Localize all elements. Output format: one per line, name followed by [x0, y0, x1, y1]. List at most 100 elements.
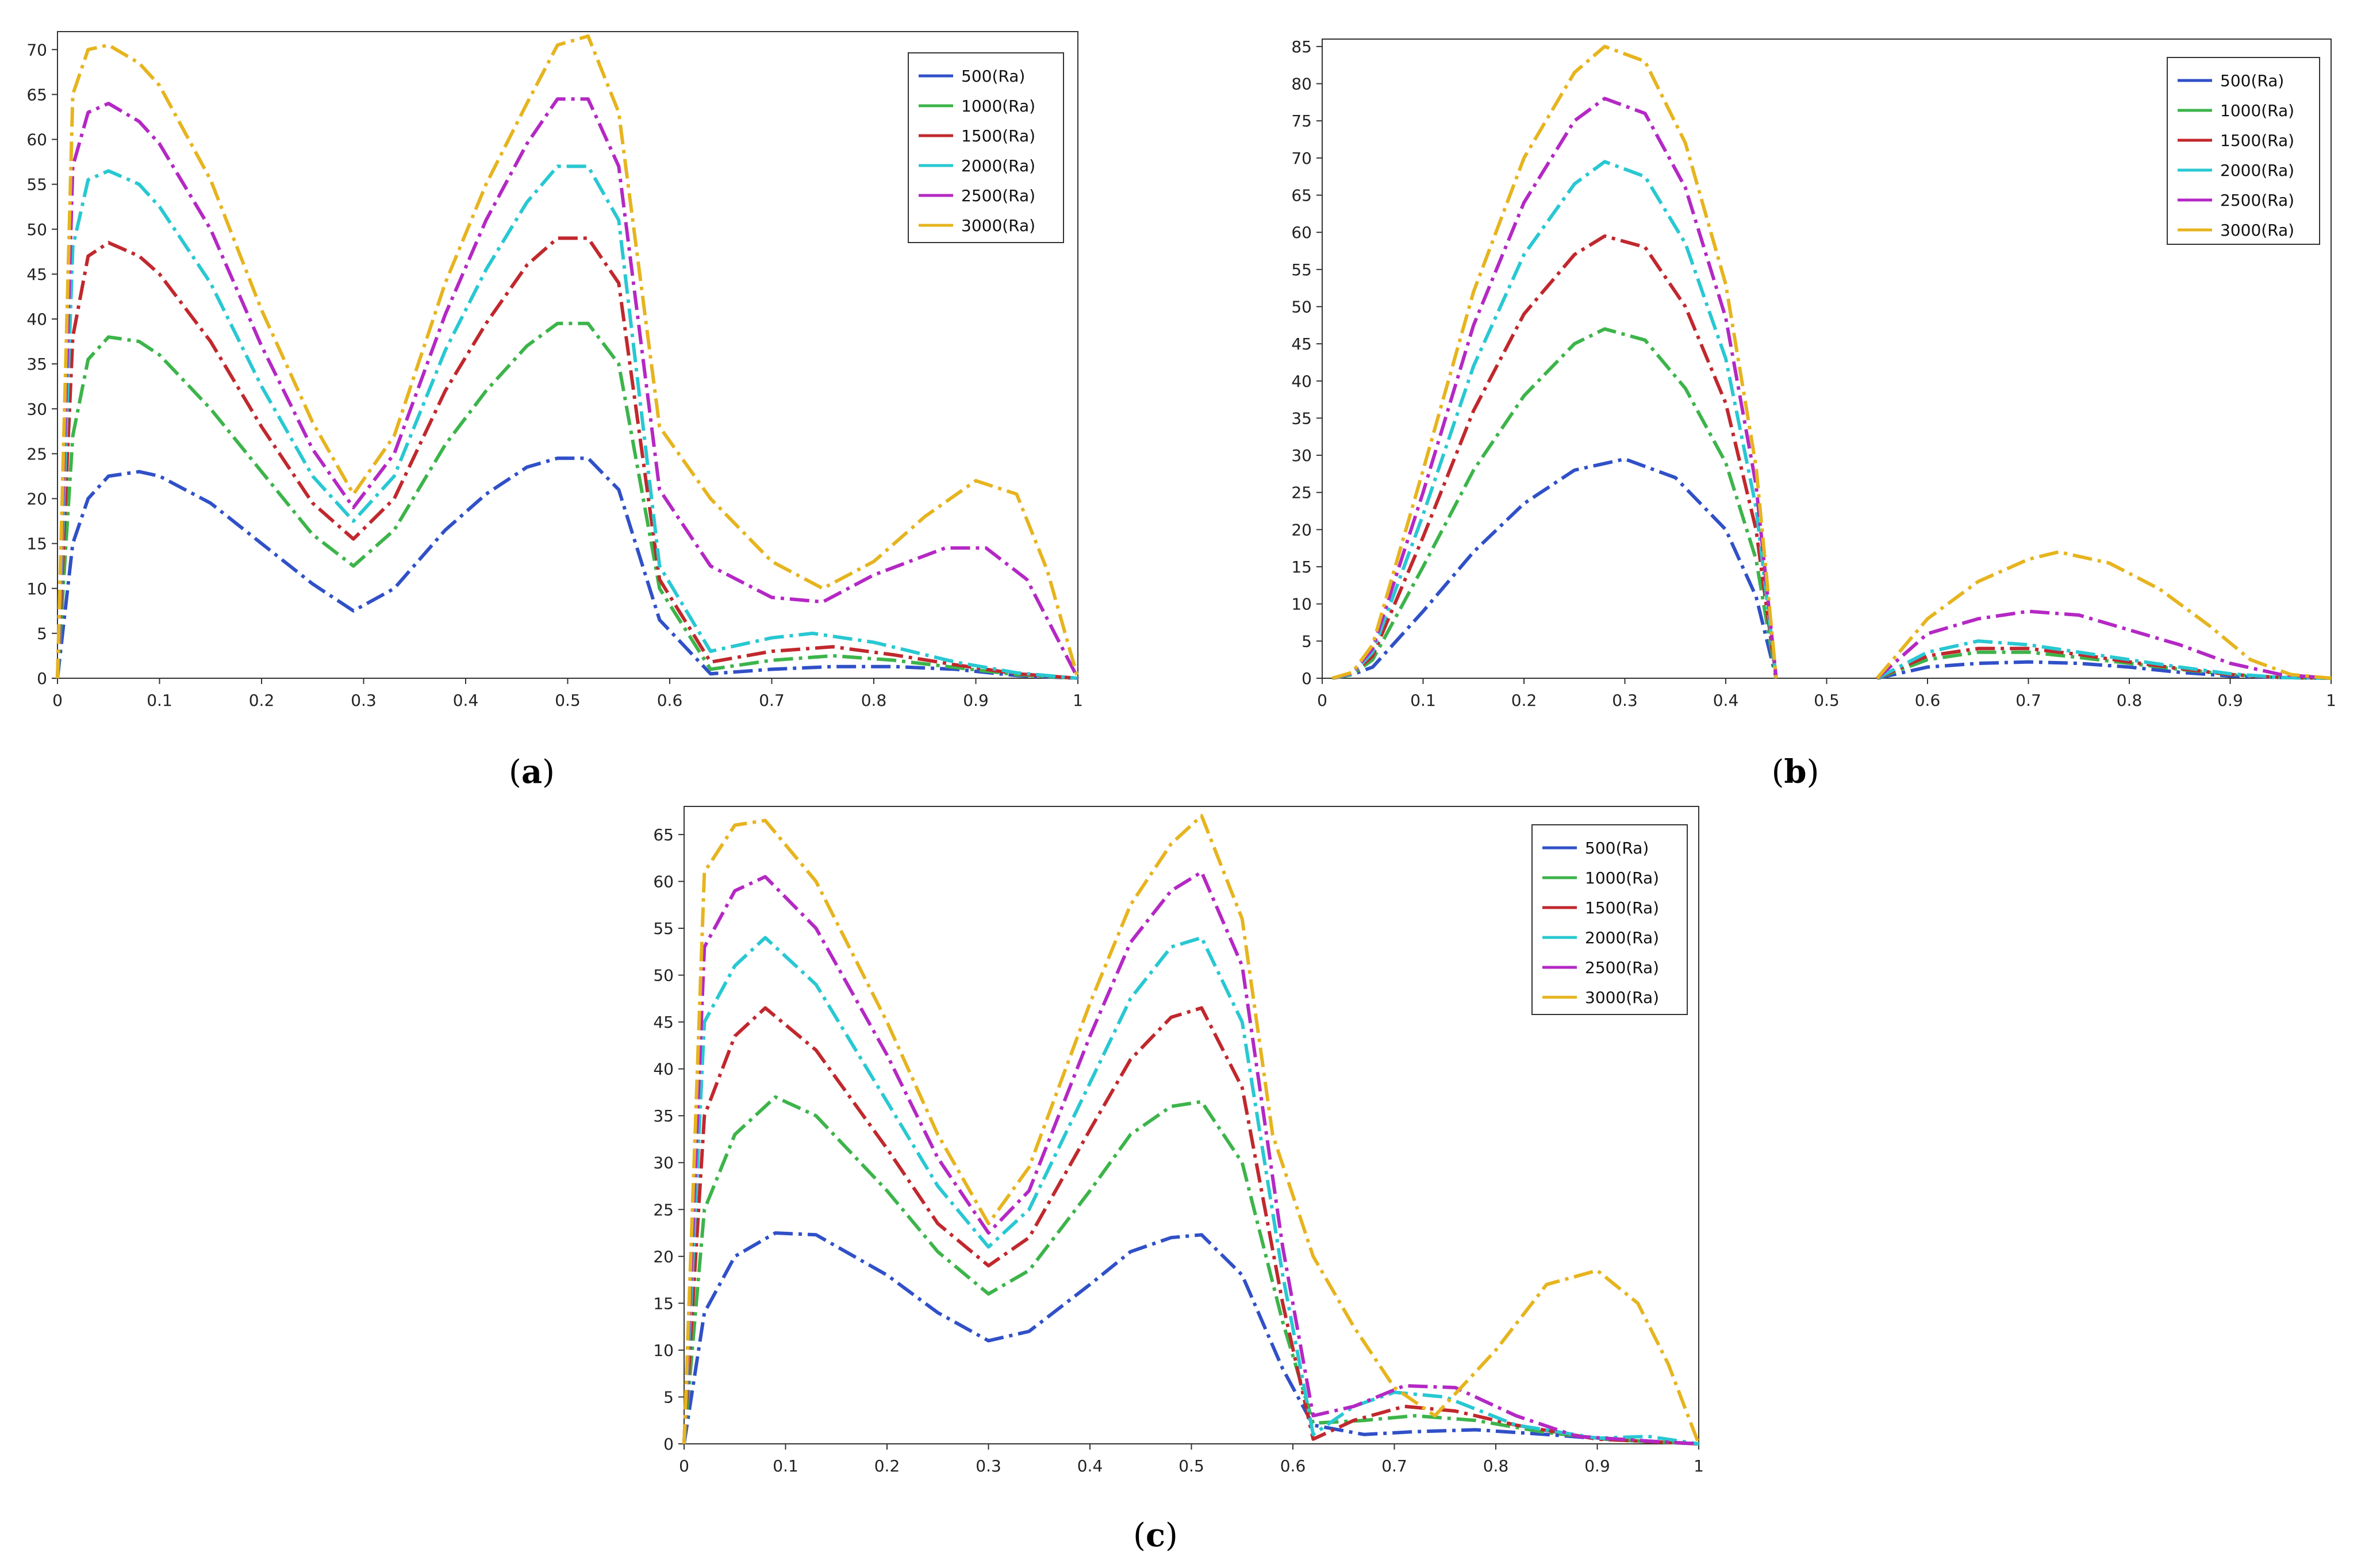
series-line-2000(Ra): [682, 936, 1699, 1446]
chart-panel-c: 0 0.1 0.2 0.3 0.4 0.5 0.6 0.7 0.8 0.9 105101520253…: [653, 806, 1704, 1475]
x-tick-label: 0: [1317, 691, 1327, 710]
series-line-1000(Ra): [682, 1095, 1699, 1446]
caption-a-letter: a: [521, 753, 542, 791]
y-tick-label: 75: [1291, 112, 1312, 130]
y-tick-label: 35: [1291, 409, 1312, 428]
y-tick-label: 45: [1291, 335, 1312, 353]
y-tick-label: 5: [37, 624, 47, 643]
y-tick-label: 25: [1291, 483, 1312, 502]
plot-area-c: [684, 806, 1699, 1444]
x-tick-label: 0.4: [1077, 1456, 1103, 1475]
y-tick-label: 15: [1291, 558, 1312, 577]
y-tick-label: 15: [653, 1294, 674, 1313]
x-tick-label: 0.1: [147, 691, 172, 710]
y-tick-label: 55: [1291, 260, 1312, 279]
y-tick-label: 10: [26, 579, 47, 598]
legend-box: [2167, 57, 2320, 245]
legend-label: 2000(Ra): [1585, 928, 1659, 947]
caption-a: (a): [509, 753, 555, 791]
y-tick-label: 55: [653, 919, 674, 938]
legend-label: 2500(Ra): [961, 186, 1035, 205]
legend-c: 500(Ra) 1000(Ra) 1500(Ra) 2000(Ra) 2500(Ra) 3…: [1531, 824, 1688, 1015]
series-line-500(Ra): [56, 456, 1078, 680]
legend-box: [1531, 824, 1688, 1015]
x-tick-label: 0.8: [861, 691, 887, 710]
caption-c: (c): [1133, 1516, 1178, 1554]
y-tick-label: 30: [26, 399, 47, 418]
y-tick-label: 65: [653, 825, 674, 844]
y-tick-label: 20: [653, 1247, 674, 1266]
legend-label: 2500(Ra): [2220, 191, 2294, 210]
series-line-2000(Ra): [56, 164, 1078, 680]
x-tick-label: 0: [52, 691, 63, 710]
y-tick-label: 40: [26, 310, 47, 329]
y-tick-label: 0: [37, 669, 47, 688]
series-line-1500(Ra): [56, 236, 1078, 680]
y-tick-label: 50: [653, 966, 674, 985]
y-tick-label: 15: [26, 535, 47, 554]
x-tick-label: 0.1: [1410, 691, 1436, 710]
series-line-2000(Ra): [1876, 639, 2332, 680]
y-tick-label: 35: [26, 355, 47, 374]
y-tick-label: 55: [26, 175, 47, 194]
series-line-1000(Ra): [1332, 327, 1778, 680]
y-tick-label: 0: [1301, 669, 1312, 688]
y-tick-label: 10: [1291, 595, 1312, 614]
y-tick-label: 65: [1291, 186, 1312, 205]
x-tick-label: 0.3: [976, 1456, 1001, 1475]
y-tick-label: 45: [26, 265, 47, 284]
y-tick-label: 85: [1291, 37, 1312, 56]
x-tick-label: 0.5: [555, 691, 581, 710]
legend-label: 2000(Ra): [2220, 161, 2294, 180]
series-line-3000(Ra): [1331, 44, 1778, 680]
y-tick-label: 40: [1291, 372, 1312, 391]
legend-label: 1500(Ra): [1585, 898, 1659, 917]
chart-panel-b: 0 0.1 0.2 0.3 0.4 0.5 0.6 0.7 0.8 0.9 105101520253…: [1291, 37, 2336, 710]
series-line-2500(Ra): [1876, 609, 2332, 680]
x-tick-label: 0.7: [759, 691, 785, 710]
y-tick-label: 35: [653, 1106, 674, 1125]
y-tick-label: 25: [26, 444, 47, 463]
x-tick-label: 0.1: [773, 1456, 798, 1475]
legend-a: 500(Ra) 1000(Ra) 1500(Ra) 2000(Ra) 2500(Ra) 3…: [908, 52, 1064, 243]
series-line-2500(Ra): [1331, 97, 1778, 680]
legend-box: [908, 52, 1064, 243]
x-tick-label: 0.4: [1713, 691, 1739, 710]
x-tick-label: 0.7: [1381, 1456, 1407, 1475]
x-tick-label: 0.6: [1280, 1456, 1306, 1475]
y-tick-label: 65: [26, 85, 47, 104]
legend-label: 3000(Ra): [2220, 221, 2294, 240]
series-line-1500(Ra): [682, 1006, 1699, 1446]
x-tick-label: 0.9: [963, 691, 989, 710]
x-tick-label: 1: [1073, 691, 1083, 710]
x-tick-label: 0.2: [1511, 691, 1537, 710]
legend-label: 500(Ra): [1585, 839, 1649, 858]
y-tick-label: 60: [1291, 223, 1312, 242]
legend-label: 1500(Ra): [961, 126, 1035, 145]
legend-label: 1000(Ra): [2220, 101, 2294, 120]
y-tick-label: 45: [653, 1013, 674, 1032]
series-line-3000(Ra): [56, 34, 1080, 679]
legend-label: 3000(Ra): [1585, 988, 1659, 1007]
y-tick-label: 20: [1291, 520, 1312, 539]
y-tick-label: 70: [26, 40, 47, 59]
x-tick-label: 0.9: [1584, 1456, 1610, 1475]
legend-b: 500(Ra) 1000(Ra) 1500(Ra) 2000(Ra) 2500(Ra) 3…: [2167, 57, 2320, 245]
x-tick-label: 0.6: [1915, 691, 1941, 710]
series-line-500(Ra): [1332, 457, 1778, 680]
x-tick-label: 0.8: [2117, 691, 2143, 710]
legend-label: 3000(Ra): [961, 216, 1035, 235]
x-tick-label: 0.2: [249, 691, 275, 710]
y-tick-label: 30: [1291, 446, 1312, 465]
x-tick-label: 1: [2326, 691, 2336, 710]
legend-label: 500(Ra): [961, 67, 1025, 86]
caption-c-letter: c: [1146, 1516, 1165, 1554]
y-tick-label: 80: [1291, 75, 1312, 94]
series-line-1500(Ra): [1331, 234, 1778, 680]
x-tick-label: 0.2: [874, 1456, 900, 1475]
x-tick-label: 0.3: [351, 691, 377, 710]
y-tick-label: 10: [653, 1341, 674, 1360]
legend-label: 1500(Ra): [2220, 131, 2294, 150]
y-tick-label: 25: [653, 1200, 674, 1219]
